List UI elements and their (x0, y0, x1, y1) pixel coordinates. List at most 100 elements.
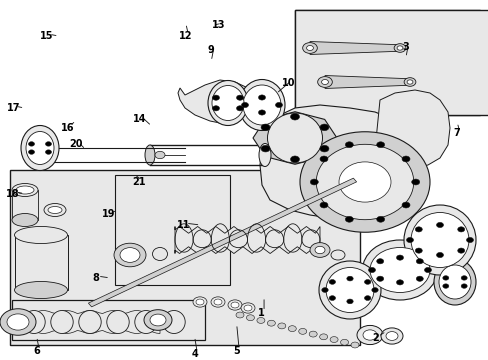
Ellipse shape (259, 144, 270, 166)
Circle shape (321, 288, 327, 292)
Ellipse shape (239, 80, 285, 131)
Circle shape (376, 259, 383, 264)
Circle shape (193, 297, 206, 307)
Ellipse shape (44, 203, 66, 216)
Circle shape (406, 80, 412, 84)
Circle shape (28, 142, 35, 146)
Circle shape (380, 328, 402, 344)
Polygon shape (88, 178, 356, 307)
Circle shape (290, 113, 299, 120)
Ellipse shape (79, 310, 101, 333)
Text: 6: 6 (33, 346, 40, 356)
Ellipse shape (243, 85, 281, 125)
Polygon shape (178, 80, 254, 123)
Ellipse shape (163, 310, 185, 333)
Circle shape (414, 227, 422, 232)
Circle shape (376, 276, 383, 281)
Ellipse shape (299, 132, 429, 232)
Circle shape (275, 103, 282, 108)
Text: 16: 16 (61, 123, 74, 133)
Circle shape (385, 332, 397, 341)
Circle shape (364, 280, 370, 284)
Circle shape (401, 202, 409, 208)
Circle shape (319, 124, 328, 131)
Circle shape (350, 342, 358, 348)
Ellipse shape (438, 265, 470, 299)
Ellipse shape (362, 240, 437, 300)
Circle shape (45, 142, 51, 146)
Ellipse shape (267, 113, 322, 163)
Bar (294, 10, 488, 115)
Polygon shape (325, 76, 409, 89)
Text: 8: 8 (92, 273, 99, 283)
Ellipse shape (23, 310, 45, 333)
Circle shape (212, 95, 219, 100)
Text: 15: 15 (40, 31, 53, 41)
Text: 7: 7 (453, 128, 460, 138)
Circle shape (460, 276, 466, 280)
Text: 10: 10 (281, 78, 295, 88)
Circle shape (436, 222, 443, 228)
Text: 19: 19 (102, 209, 115, 219)
Circle shape (309, 243, 329, 257)
Ellipse shape (369, 248, 429, 292)
Circle shape (414, 248, 422, 253)
Circle shape (319, 202, 327, 208)
Circle shape (288, 326, 296, 332)
Polygon shape (252, 112, 336, 164)
Circle shape (368, 267, 375, 273)
Polygon shape (309, 41, 399, 54)
Circle shape (212, 106, 219, 111)
Circle shape (376, 216, 384, 222)
Circle shape (466, 238, 472, 243)
Circle shape (376, 142, 384, 148)
Circle shape (436, 252, 443, 258)
Circle shape (114, 243, 146, 267)
Circle shape (310, 179, 318, 185)
Ellipse shape (48, 207, 62, 213)
Circle shape (345, 216, 353, 222)
Ellipse shape (16, 186, 34, 194)
Text: 14: 14 (132, 114, 146, 124)
Ellipse shape (21, 126, 59, 171)
Ellipse shape (410, 212, 468, 267)
Circle shape (227, 300, 242, 310)
Circle shape (393, 44, 405, 52)
Ellipse shape (145, 145, 155, 165)
Text: 17: 17 (6, 103, 20, 113)
Circle shape (306, 45, 313, 50)
Ellipse shape (212, 85, 244, 121)
Text: 9: 9 (207, 45, 214, 55)
Circle shape (196, 299, 203, 305)
Ellipse shape (316, 144, 413, 220)
Polygon shape (12, 190, 38, 220)
Circle shape (396, 46, 402, 50)
Circle shape (0, 309, 36, 335)
Ellipse shape (15, 282, 67, 298)
Circle shape (246, 315, 254, 321)
Circle shape (241, 303, 254, 313)
Ellipse shape (152, 248, 167, 261)
Circle shape (328, 296, 335, 301)
Circle shape (406, 238, 413, 243)
Ellipse shape (15, 226, 67, 243)
Circle shape (258, 95, 265, 100)
Text: 11: 11 (176, 220, 190, 230)
Circle shape (319, 145, 328, 152)
Circle shape (442, 276, 448, 280)
Bar (294, 10, 479, 115)
Circle shape (236, 95, 243, 100)
Circle shape (329, 337, 337, 342)
Ellipse shape (403, 205, 475, 275)
Ellipse shape (433, 259, 475, 305)
Circle shape (424, 267, 430, 273)
Circle shape (150, 314, 165, 326)
Circle shape (319, 334, 327, 340)
Text: 21: 21 (132, 177, 146, 187)
Circle shape (371, 288, 377, 292)
Circle shape (256, 318, 264, 323)
Circle shape (396, 280, 403, 285)
Circle shape (308, 331, 317, 337)
Circle shape (415, 259, 423, 264)
Circle shape (267, 320, 275, 326)
